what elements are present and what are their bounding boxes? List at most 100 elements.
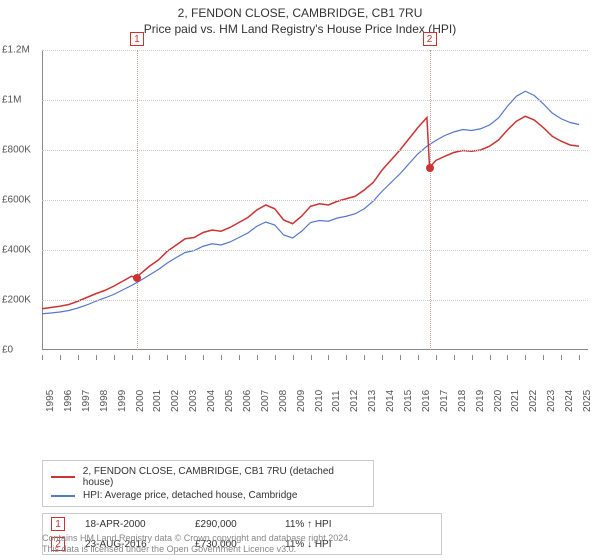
x-axis-year-label: 2017 [439,390,450,412]
x-tick [454,355,455,360]
y-axis-label: £0 [2,345,13,356]
x-tick [418,355,419,360]
x-axis-year-label: 2010 [314,390,325,412]
x-tick [436,355,437,360]
x-tick [42,355,43,360]
x-tick [149,355,150,360]
attribution-line2: This data is licensed under the Open Gov… [42,544,351,556]
legend-swatch-price-paid [51,476,75,478]
x-tick [60,355,61,360]
x-tick [346,355,347,360]
x-axis-year-label: 2003 [188,390,199,412]
x-tick [132,355,133,360]
x-tick [472,355,473,360]
x-tick [203,355,204,360]
x-axis-year-label: 2022 [528,390,539,412]
x-tick [328,355,329,360]
gridline [42,100,588,101]
x-axis-year-label: 2014 [385,390,396,412]
x-axis-year-label: 2018 [457,390,468,412]
x-axis-year-label: 1995 [45,390,56,412]
x-tick [78,355,79,360]
x-tick [525,355,526,360]
legend-row-price-paid: 2, FENDON CLOSE, CAMBRIDGE, CB1 7RU (det… [51,465,365,489]
attribution-line1: Contains HM Land Registry data © Crown c… [42,533,351,545]
attribution: Contains HM Land Registry data © Crown c… [42,533,351,556]
chart-title-address: 2, FENDON CLOSE, CAMBRIDGE, CB1 7RU [0,6,600,20]
x-tick [364,355,365,360]
x-axis-year-label: 2000 [135,390,146,412]
gridline [42,300,588,301]
x-tick [167,355,168,360]
x-tick [311,355,312,360]
transaction-price: £290,000 [195,519,265,530]
transaction-date: 18-APR-2000 [85,519,175,530]
legend-swatch-hpi [51,495,75,497]
transaction-vline [430,50,431,350]
x-tick [400,355,401,360]
gridline [42,250,588,251]
x-tick [239,355,240,360]
x-axis-year-label: 2008 [278,390,289,412]
y-axis-label: £800K [2,145,31,156]
x-axis-year-label: 2013 [367,390,378,412]
x-axis-year-label: 2016 [421,390,432,412]
x-axis-year-label: 1997 [81,390,92,412]
x-axis-year-label: 2001 [152,390,163,412]
legend-label-price-paid: 2, FENDON CLOSE, CAMBRIDGE, CB1 7RU (det… [83,466,365,488]
line-hpi [42,91,579,314]
chart-subtitle: Price paid vs. HM Land Registry's House … [0,22,600,36]
y-axis-label: £1.2M [2,45,30,56]
y-axis-label: £400K [2,245,31,256]
x-axis-year-label: 1999 [117,390,128,412]
x-axis-year-label: 2023 [546,390,557,412]
y-axis-label: £600K [2,195,31,206]
transaction-marker [133,274,141,282]
line-price-paid [42,116,579,309]
x-tick [185,355,186,360]
x-tick [293,355,294,360]
x-axis-year-label: 2007 [260,390,271,412]
x-axis-year-label: 2012 [349,390,360,412]
transaction-delta: 11% ↑ HPI [285,519,355,530]
legend-main: 2, FENDON CLOSE, CAMBRIDGE, CB1 7RU (det… [42,460,374,507]
x-axis-year-label: 1996 [63,390,74,412]
x-axis-year-label: 2005 [224,390,235,412]
x-axis-year-label: 2009 [296,390,307,412]
x-axis-year-label: 2020 [493,390,504,412]
x-axis-year-label: 2019 [475,390,486,412]
x-axis-year-label: 2011 [331,390,342,412]
x-axis-year-label: 2021 [510,390,521,412]
x-axis-year-label: 2002 [170,390,181,412]
x-axis-year-label: 2024 [564,390,575,412]
transaction-vline [137,50,138,350]
transaction-row: 1 18-APR-2000 £290,000 11% ↑ HPI [43,514,441,534]
gridline [42,150,588,151]
x-tick [96,355,97,360]
y-axis-label: £1M [2,95,21,106]
legend-label-hpi: HPI: Average price, detached house, Camb… [83,490,297,501]
plot-region: 12 [42,50,588,350]
y-axis-label: £200K [2,295,31,306]
x-axis-year-label: 2015 [403,390,414,412]
transaction-tag: 2 [423,32,437,46]
transaction-marker [426,164,434,172]
x-axis-year-label: 2006 [242,390,253,412]
x-tick [221,355,222,360]
transaction-number-box: 1 [51,517,65,531]
gridline [42,200,588,201]
chart-area: 12 1995199619971998199920002001200220032… [0,40,600,400]
chart-title-block: 2, FENDON CLOSE, CAMBRIDGE, CB1 7RU Pric… [0,0,600,36]
x-tick [543,355,544,360]
x-tick [257,355,258,360]
gridline [42,50,588,51]
x-axis-labels: 1995199619971998199920002001200220032004… [42,355,588,395]
x-tick [490,355,491,360]
x-axis-year-label: 2025 [582,390,593,412]
x-tick [114,355,115,360]
transaction-tag: 1 [130,32,144,46]
x-tick [507,355,508,360]
x-tick [275,355,276,360]
x-tick [561,355,562,360]
x-tick [382,355,383,360]
